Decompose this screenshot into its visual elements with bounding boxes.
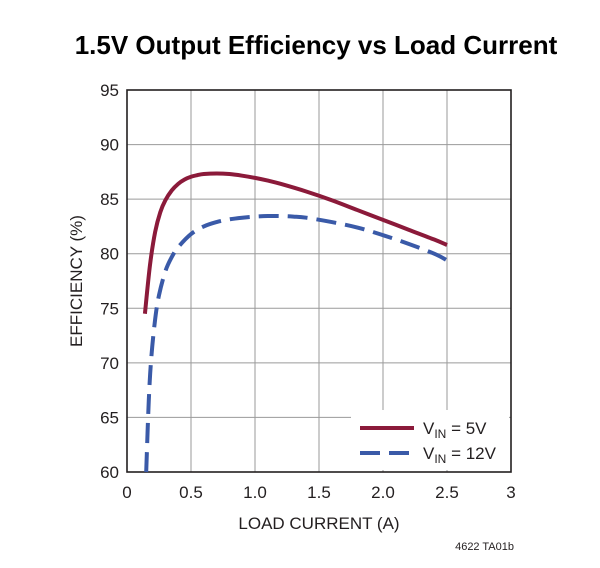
x-tick-label: 1.5: [307, 483, 331, 502]
series-group: [142, 171, 448, 473]
y-tick-label: 90: [100, 136, 119, 155]
x-tick-label: 0.5: [179, 483, 203, 502]
legend-background: [351, 410, 509, 470]
x-axis-label: LOAD CURRENT (A): [238, 514, 399, 533]
x-tick-label: 0: [122, 483, 131, 502]
y-tick-label: 70: [100, 354, 119, 373]
grid: [126, 89, 512, 473]
tick-labels: 60 65 70 75 80 85 90 95 0 0.5 1.0 1.5 2.0 2.5 3: [100, 81, 516, 502]
y-tick-label: 80: [100, 245, 119, 264]
legend-label-1: VIN = 5V: [423, 419, 487, 441]
legend-label-2: VIN = 12V: [423, 444, 497, 466]
x-tick-label: 2.0: [371, 483, 395, 502]
series-line-1: [142, 171, 448, 314]
y-tick-label: 60: [100, 463, 119, 482]
x-tick-label: 3: [506, 483, 515, 502]
figure-code: 4622 TA01b: [455, 541, 514, 553]
x-tick-label: 2.5: [435, 483, 459, 502]
x-tick-label: 1.0: [243, 483, 267, 502]
y-axis-label: EFFICIENCY (%): [67, 215, 86, 347]
series-line-2: [144, 213, 448, 473]
y-tick-label: 95: [100, 81, 119, 100]
plot-frame: [126, 89, 512, 473]
y-tick-label: 85: [100, 190, 119, 209]
y-tick-label: 65: [100, 408, 119, 427]
legend: VIN = 5V VIN = 12V: [351, 410, 509, 470]
y-tick-label: 75: [100, 299, 119, 318]
chart-title: 1.5V Output Efficiency vs Load Current: [75, 30, 558, 60]
